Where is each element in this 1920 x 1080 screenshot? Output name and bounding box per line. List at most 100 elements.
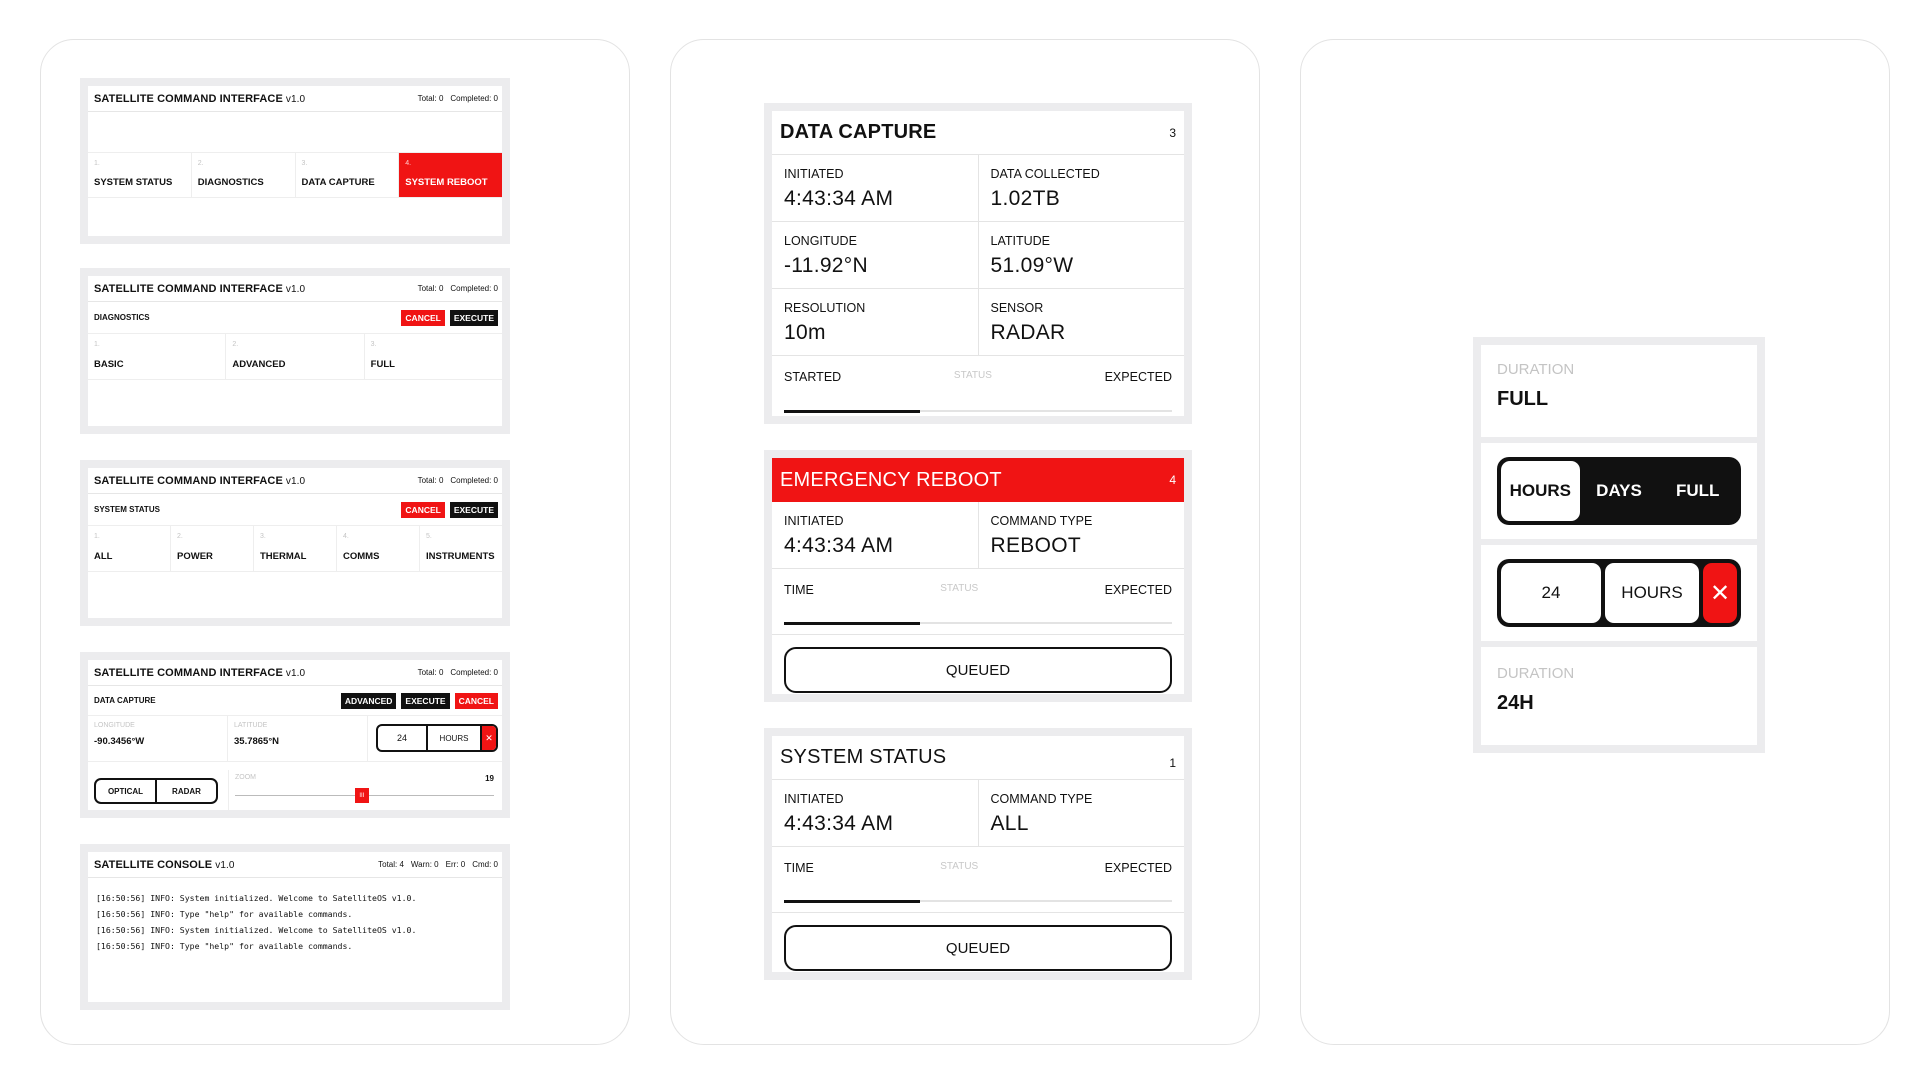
card-title: SYSTEM STATUS [780, 746, 947, 768]
subsystem-tabs: 1. ALL 2. POWER 3. THERMAL 4. COMMS 5. INSTRU… [88, 526, 502, 572]
completed-count: Completed: 0 [450, 94, 498, 103]
tab-data-capture[interactable]: 3. DATA CAPTURE [296, 153, 400, 197]
duration-unit-field[interactable]: HOURS [428, 726, 482, 750]
log-line: [16:50:56] INFO: Type "help" for availab… [96, 909, 353, 919]
console-title: SATELLITE CONSOLE v1.0 [94, 858, 235, 871]
duration-number-input[interactable]: 24 [1501, 563, 1601, 623]
expected-label: EXPECTED [1104, 370, 1172, 384]
tab-power[interactable]: 2. POWER [171, 526, 254, 571]
time-label: TIME [784, 861, 814, 875]
card-count: 4 [1169, 473, 1176, 487]
duration-unit-selector: HOURS DAYS FULL [1481, 443, 1757, 539]
progress-fill [784, 899, 920, 903]
card-header: SYSTEM STATUS 1 [772, 736, 1184, 780]
status-label: STATUS [940, 583, 979, 594]
zoom-value: 19 [485, 774, 494, 783]
command-count: Cmd: 0 [472, 860, 498, 869]
sensor-option-optical[interactable]: OPTICAL [96, 780, 157, 802]
queued-button[interactable]: QUEUED [784, 925, 1172, 971]
card-count: 1 [1169, 755, 1176, 770]
command-type-field: COMMAND TYPE ALL [990, 792, 1093, 835]
cancel-button[interactable]: CANCEL [401, 309, 445, 326]
card-title: DATA CAPTURE [780, 121, 937, 143]
status-timeline: TIME STATUS EXPECTED [772, 847, 1184, 913]
duration-display-hours: DURATION 24H [1481, 647, 1757, 745]
tab-system-reboot[interactable]: 4. SYSTEM REBOOT [399, 153, 502, 197]
completed-count: Completed: 0 [450, 668, 498, 677]
time-label: TIME [784, 583, 814, 597]
execute-button[interactable]: EXECUTE [449, 501, 498, 518]
tab-advanced[interactable]: 2. ADVANCED [226, 334, 365, 379]
duration-picker: 24 HOURS ✕ [376, 724, 498, 752]
diagnostics-interface-card: SATELLITE COMMAND INTERFACE v1.0 Total: 0… [80, 268, 510, 434]
cancel-button[interactable]: CANCEL [401, 501, 445, 518]
capture-toolbar: DATA CAPTURE ADVANCED EXECUTE CANCEL [88, 686, 502, 716]
duration-unit-input[interactable]: HOURS [1605, 563, 1699, 623]
zoom-slider-thumb[interactable]: III [354, 788, 369, 803]
resolution-field: RESOLUTION 10m [772, 289, 979, 355]
tab-full[interactable]: 3. FULL [370, 341, 395, 370]
system-status-command-card: SYSTEM STATUS 1 INITIATED 4:43:34 AM COMM… [764, 728, 1192, 980]
sensor-toggle: OPTICAL RADAR [94, 778, 218, 804]
console-log[interactable]: [16:50:56] INFO: System initialized. Wel… [88, 878, 502, 966]
option-days[interactable]: DAYS [1596, 481, 1642, 500]
option-full[interactable]: FULL [1675, 481, 1720, 500]
interface-header: SATELLITE COMMAND INTERFACE v1.0 Total: 0… [88, 276, 502, 302]
duration-value: FULL [1497, 388, 1549, 410]
started-label: STARTED [784, 370, 842, 384]
system-status-interface-card: SATELLITE COMMAND INTERFACE v1.0 Total: 0… [80, 460, 510, 626]
tab-basic[interactable]: 1. BASIC [88, 334, 227, 379]
longitude-field[interactable]: LONGITUDE -90.3456°W [88, 716, 228, 761]
duration-value: 24H [1497, 692, 1534, 714]
coordinates-row: LONGITUDE -90.3456°W LATITUDE 35.7865°N [88, 716, 502, 762]
initiated-field: INITIATED 4:43:34 AM [772, 155, 979, 221]
option-hours[interactable]: HOURS [1501, 461, 1580, 521]
duration-display-full: DURATION FULL [1481, 345, 1757, 437]
longitude-field: LONGITUDE -11.92°N [772, 222, 979, 288]
card-header: EMERGENCY REBOOT 4 [772, 458, 1184, 502]
expected-label: EXPECTED [1104, 861, 1172, 875]
duration-value-field[interactable]: 24 [378, 726, 428, 750]
sensor-option-radar[interactable]: RADAR [172, 786, 201, 796]
zoom-slider-track[interactable]: III [235, 788, 494, 803]
command-tabs: 1. SYSTEM STATUS 2. DIAGNOSTICS 3. DATA CAP… [88, 152, 502, 198]
advanced-button[interactable]: ADVANCED [340, 692, 397, 709]
duration-label: DURATION [1497, 361, 1575, 378]
cancel-button[interactable]: CANCEL [454, 692, 498, 709]
progress-fill [784, 409, 920, 413]
data-collected-field: DATA COLLECTED 1.02TB [990, 167, 1100, 210]
zoom-label: ZOOM [235, 774, 256, 781]
execute-button[interactable]: EXECUTE [401, 692, 450, 709]
section-label: DATA CAPTURE [94, 696, 156, 705]
tab-diagnostics[interactable]: 2. DIAGNOSTICS [192, 153, 296, 197]
initiated-field: INITIATED 4:43:34 AM [772, 780, 979, 846]
tab-system-status[interactable]: 1. SYSTEM STATUS [88, 153, 192, 197]
card-title: EMERGENCY REBOOT [780, 468, 1002, 491]
total-count: Total: 4 [378, 860, 404, 869]
total-count: Total: 0 [417, 94, 444, 103]
data-capture-command-card: DATA CAPTURE 3 INITIATED 4:43:34 AM DATA … [764, 103, 1192, 424]
execute-button[interactable]: EXECUTE [449, 309, 498, 326]
interface-header: SATELLITE COMMAND INTERFACE v1.0 Total: 0… [88, 86, 502, 112]
queued-button[interactable]: QUEUED [784, 647, 1172, 693]
log-line: [16:50:56] INFO: Type "help" for availab… [96, 941, 353, 951]
clear-duration-icon[interactable]: ✕ [1703, 563, 1737, 623]
latitude-field[interactable]: LATITUDE 35.7865°N [228, 716, 368, 761]
command-type-field: COMMAND TYPE REBOOT [990, 514, 1093, 557]
tab-all[interactable]: 1. ALL [88, 526, 171, 571]
total-count: Total: 0 [417, 668, 444, 677]
total-count: Total: 0 [417, 476, 444, 485]
status-timeline: STARTED STATUS EXPECTED [772, 356, 1184, 426]
status-toolbar: SYSTEM STATUS CANCEL EXECUTE [88, 494, 502, 526]
console-header: SATELLITE CONSOLE v1.0 Total: 4 Warn: 0 Err… [88, 852, 502, 878]
tab-thermal[interactable]: 3. THERMAL [254, 526, 337, 571]
tab-instruments[interactable]: 5. INSTRUMENTS [426, 533, 495, 562]
duration-value-picker: 24 HOURS ✕ [1481, 545, 1757, 641]
data-capture-interface-card: SATELLITE COMMAND INTERFACE v1.0 Total: 0… [80, 652, 510, 818]
sensor-field: SENSOR RADAR [990, 301, 1066, 344]
clear-duration-icon[interactable]: ✕ [482, 726, 496, 750]
tab-comms[interactable]: 4. COMMS [337, 526, 420, 571]
satellite-console-card: SATELLITE CONSOLE v1.0 Total: 4 Warn: 0 Err… [80, 844, 510, 1010]
card-count: 3 [1169, 125, 1176, 140]
status-timeline: TIME STATUS EXPECTED [772, 569, 1184, 635]
